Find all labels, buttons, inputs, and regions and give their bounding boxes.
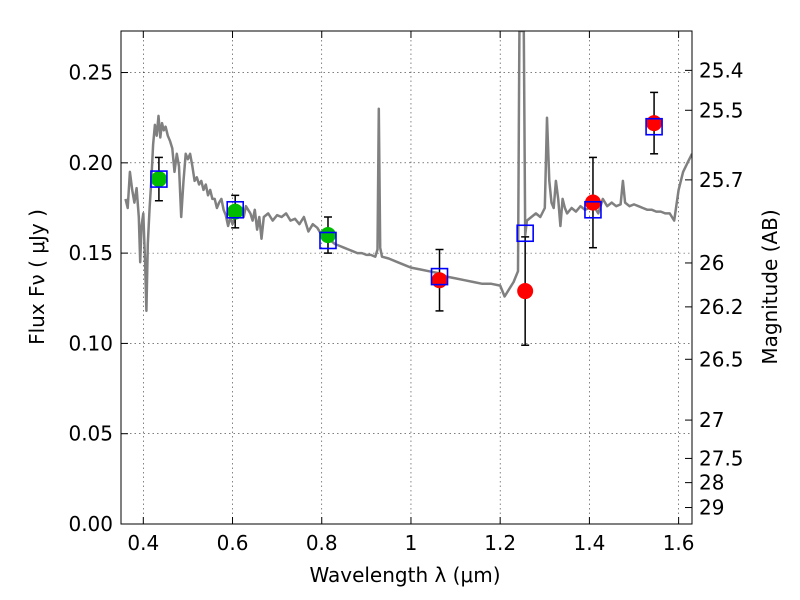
optical-point	[319, 227, 336, 244]
x-tick-label: 1	[405, 531, 418, 555]
y2-tick-label: 25.7	[699, 168, 744, 192]
x-axis-ticks: 0.4 0.6 0.8 1 1.2 1.4 1.6	[127, 31, 695, 555]
y2-tick-label: 28	[699, 471, 724, 495]
model-flux-square	[645, 117, 663, 136]
x-tick-label: 1.6	[663, 531, 695, 555]
nir-point	[646, 115, 663, 132]
x-tick-label: 1.2	[484, 531, 516, 555]
model-flux-squares	[150, 117, 663, 286]
y-axis-label: Flux Fν ( μJy )	[25, 209, 49, 345]
y-tick-label: 0.25	[68, 61, 113, 85]
y-tick-label: 0.15	[68, 241, 113, 265]
nir-point	[431, 272, 448, 289]
nir-point	[517, 283, 534, 300]
model-flux-square	[226, 200, 244, 219]
x-axis-label: Wavelength λ (μm)	[309, 563, 500, 587]
y-tick-label: 0.20	[68, 151, 113, 175]
optical-point	[227, 203, 244, 220]
x-tick-label: 0.4	[127, 531, 159, 555]
y2-tick-label: 26	[699, 251, 724, 275]
plot-frame	[120, 30, 693, 525]
y-tick-label: 0.10	[68, 331, 113, 355]
x-tick-label: 0.8	[306, 531, 338, 555]
y2-tick-label: 29	[699, 496, 724, 520]
grid-lines	[121, 31, 692, 524]
y2-axis-label: Magnitude (AB)	[758, 209, 782, 364]
x-tick-label: 1.4	[573, 531, 605, 555]
x-tick-label: 0.6	[217, 531, 249, 555]
y-axis-ticks: 0.00 0.05 0.10 0.15 0.20 0.25	[68, 61, 128, 536]
model-flux-square	[584, 200, 602, 219]
y2-tick-label: 26.2	[699, 295, 744, 319]
optical-photometry-points	[150, 171, 336, 244]
optical-point	[150, 171, 167, 188]
model-spectrum	[124, 31, 692, 313]
model-flux-square	[150, 170, 168, 188]
model-flux-square	[516, 224, 534, 243]
model-spectrum-line	[124, 31, 692, 313]
y2-tick-label: 27	[699, 408, 724, 432]
y-tick-label: 0.05	[68, 422, 113, 446]
y2-tick-label: 27.5	[699, 446, 744, 470]
y2-tick-label: 25.5	[699, 98, 744, 122]
model-flux-square	[430, 267, 449, 286]
y2-tick-label: 26.5	[699, 347, 744, 371]
y2-tick-label: 25.4	[699, 58, 744, 82]
model-flux-square	[319, 231, 337, 250]
y-tick-label: 0.00	[68, 512, 113, 536]
